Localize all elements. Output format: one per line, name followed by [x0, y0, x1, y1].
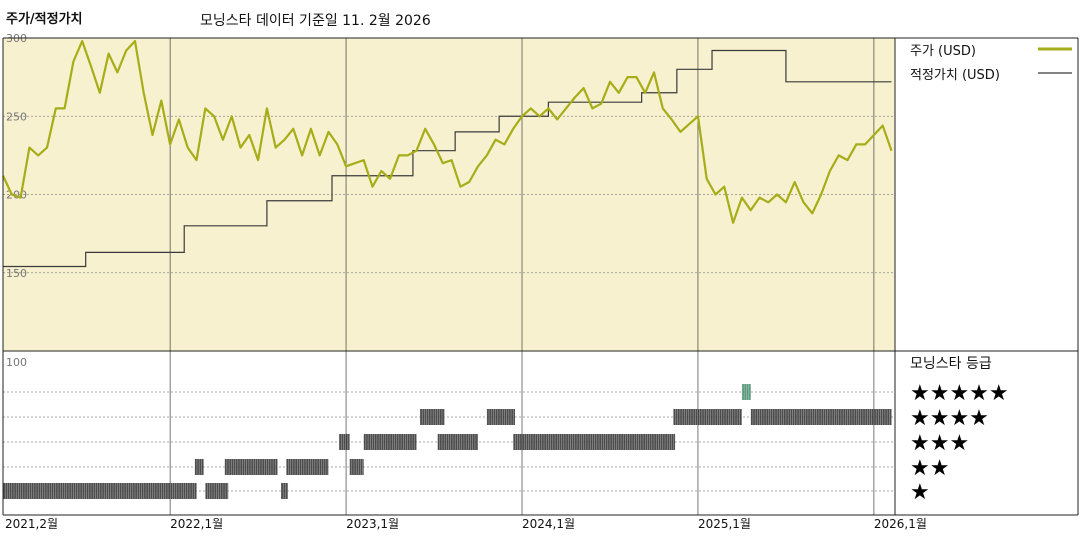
fair-value-series: [3, 49, 892, 268]
rating-bar: [286, 459, 329, 475]
chart-section-title: 주가/적정가치: [6, 12, 83, 27]
rating-panel-title: 모닝스타 등급: [910, 356, 992, 372]
chart-frame: [2, 37, 1079, 516]
x-tick-label: 2026,1월: [874, 517, 927, 531]
data-date-title: 모닝스타 데이터 기준일 11. 2월 2026: [200, 13, 431, 29]
legend-fair-value-label: 적정가치 (USD): [910, 68, 1000, 83]
x-axis-ticks: 2021,2월 2022,1월 2023,1월 2024,1월 2025,1월 2026,…: [5, 517, 927, 531]
rating-segment-4-star: [750, 409, 892, 425]
rating-legend-stars: ★★★★: [910, 406, 989, 431]
legend-price-label: 주가 (USD): [910, 44, 976, 59]
rating-segment-1-star: [2, 483, 197, 499]
rating-segment-4-star: [419, 409, 445, 425]
rating-bar: [349, 459, 364, 475]
rating-segment-4-star: [486, 409, 515, 425]
x-tick-label: 2024,1월: [522, 517, 575, 531]
rating-history-bars: [2, 384, 892, 499]
rating-segment-1-star: [205, 483, 229, 499]
rating-top-label: 100: [6, 356, 27, 369]
rating-segment-1-star: [280, 483, 289, 499]
rating-segment-5-star: [741, 384, 751, 400]
rating-segment-3-star: [338, 434, 350, 450]
rating-bar: [205, 483, 229, 499]
price-line: [2, 39, 893, 224]
x-tick-label: 2022,1월: [170, 517, 223, 531]
price-tick-label: 250: [6, 110, 27, 123]
legend: 주가 (USD) 적정가치 (USD): [910, 44, 1072, 83]
rating-segment-3-star: [437, 434, 479, 450]
rating-segment-2-star: [224, 459, 278, 475]
rating-segment-2-star: [349, 459, 364, 475]
x-tick-label: 2021,2월: [5, 517, 58, 531]
price-series: [2, 39, 893, 224]
rating-bar: [486, 409, 515, 425]
rating-bar: [339, 434, 350, 450]
rating-segment-4-star: [673, 409, 742, 425]
x-tick-label: 2025,1월: [698, 517, 751, 531]
rating-segment-2-star: [194, 459, 204, 475]
rating-legend: 모닝스타 등급★★★★★★★★★★★★★★★: [910, 356, 1009, 505]
rating-legend-stars: ★★★: [910, 431, 969, 456]
x-tick-label: 2023,1월: [346, 517, 399, 531]
rating-bar: [280, 483, 289, 499]
rating-segment-2-star: [286, 459, 329, 475]
rating-bar: [437, 434, 479, 450]
rating-legend-stars: ★: [910, 480, 930, 505]
rating-legend-stars: ★★: [910, 456, 949, 481]
price-tick-label: 150: [6, 267, 27, 280]
rating-segment-3-star: [363, 434, 417, 450]
rating-bar: [513, 434, 676, 450]
rating-legend-stars: ★★★★★: [910, 381, 1009, 406]
rating-segment-3-star: [512, 434, 676, 450]
rating-bar: [419, 409, 445, 425]
fair-value-line: [3, 49, 892, 268]
rating-bar: [673, 409, 742, 425]
